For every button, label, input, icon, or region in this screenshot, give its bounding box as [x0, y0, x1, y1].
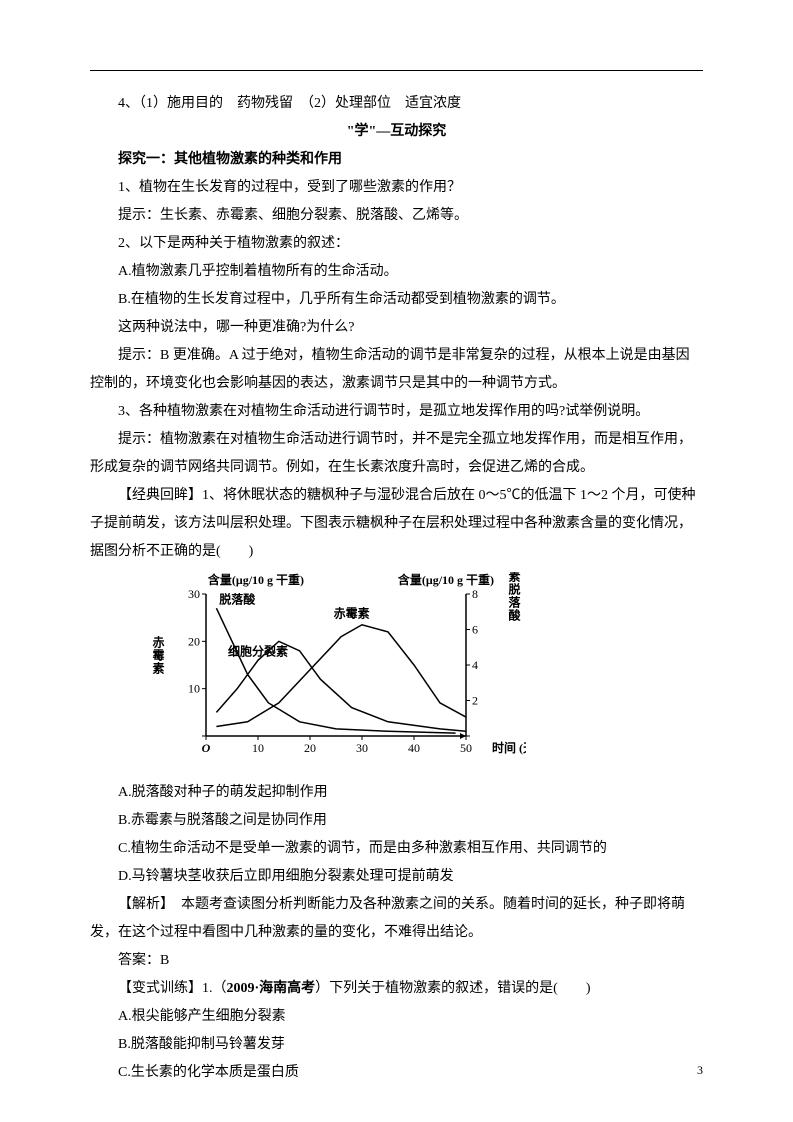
svg-text:20: 20: [304, 741, 316, 755]
svg-text:4: 4: [472, 658, 478, 672]
opt-c: C.植物生命活动不是受单一激素的调节，而是由多种激素相互作用、共同调节的: [90, 835, 703, 863]
svg-text:细胞分裂素脱落酸: 细胞分裂素脱落酸: [507, 572, 521, 622]
a2: 提示：B 更准确。A 过于绝对，植物生命活动的调节是非常复杂的过程，从根本上说是…: [90, 342, 703, 398]
opt2-a: A.根尖能够产生细胞分裂素: [90, 1003, 703, 1031]
q3: 3、各种植物激素在对植物生命活动进行调节时，是孤立地发挥作用的吗?试举例说明。: [90, 398, 703, 426]
svg-text:8: 8: [472, 587, 478, 601]
opt-d: D.马铃薯块茎收获后立即用细胞分裂素处理可提前萌发: [90, 863, 703, 891]
top-divider: [90, 70, 703, 71]
opt2-c: C.生长素的化学本质是蛋白质: [90, 1059, 703, 1087]
svg-text:时间 (天): 时间 (天): [492, 740, 526, 755]
svg-text:10: 10: [188, 682, 200, 696]
q2-ask: 这两种说法中，哪一种更准确?为什么?: [90, 314, 703, 342]
ex2-post: ）下列关于植物激素的叙述，错误的是( ): [315, 981, 590, 996]
q1: 1、植物在生长发育的过程中，受到了哪些激素的作用？: [90, 174, 703, 202]
svg-text:赤霉素: 赤霉素: [151, 635, 165, 675]
topic-1: 探究一：其他植物激素的种类和作用: [90, 146, 703, 174]
opt-b: B.赤霉素与脱落酸之间是协同作用: [90, 807, 703, 835]
svg-text:40: 40: [408, 741, 420, 755]
a3: 提示：植物激素在对植物生命活动进行调节时，并不是完全孤立地发挥作用，而是相互作用…: [90, 426, 703, 482]
chart-container: 含量(μg/10 g 干重) 含量(μg/10 g 干重) 10 20 30 2 4 6 8 O 1…: [146, 572, 703, 773]
answer: 答案：B: [90, 947, 703, 975]
hormone-chart: 含量(μg/10 g 干重) 含量(μg/10 g 干重) 10 20 30 2 4 6 8 O 1…: [146, 572, 526, 762]
example-1: 【经典回眸】1、将休眠状态的糖枫种子与湿砂混合后放在 0～5℃的低温下 1～2 …: [90, 482, 703, 566]
opt2-b: B.脱落酸能抑制马铃薯发芽: [90, 1031, 703, 1059]
svg-text:2: 2: [472, 694, 478, 708]
q2-opt-b: B.在植物的生长发育过程中，几乎所有生命活动都受到植物激素的调节。: [90, 286, 703, 314]
svg-text:30: 30: [188, 587, 200, 601]
svg-text:细胞分裂素: 细胞分裂素: [228, 644, 288, 659]
svg-text:赤霉素: 赤霉素: [334, 606, 370, 621]
svg-text:30: 30: [356, 741, 368, 755]
opt-a: A.脱落酸对种子的萌发起抑制作用: [90, 779, 703, 807]
q2-opt-a: A.植物激素几乎控制着植物所有的生命活动。: [90, 258, 703, 286]
example-2: 【变式训练】1.（2009·海南高考）下列关于植物激素的叙述，错误的是( ): [90, 975, 703, 1003]
svg-text:含量(μg/10 g 干重): 含量(μg/10 g 干重): [398, 572, 494, 587]
ex2-pre: 【变式训练】1.（: [118, 981, 227, 996]
q2: 2、以下是两种关于植物激素的叙述：: [90, 230, 703, 258]
ans-4: 4、（1）施用目的 药物残留 （2）处理部位 适宜浓度: [90, 90, 703, 118]
svg-text:50: 50: [460, 741, 472, 755]
svg-text:含量(μg/10 g 干重): 含量(μg/10 g 干重): [208, 572, 304, 587]
a1: 提示：生长素、赤霉素、细胞分裂素、脱落酸、乙烯等。: [90, 202, 703, 230]
svg-text:10: 10: [252, 741, 264, 755]
analysis: 【解析】 本题考查读图分析判断能力及各种激素之间的关系。随着时间的延长，种子即将…: [90, 891, 703, 947]
svg-text:O: O: [202, 741, 211, 755]
svg-text:6: 6: [472, 623, 478, 637]
svg-text:脱落酸: 脱落酸: [219, 591, 256, 606]
svg-text:20: 20: [188, 634, 200, 648]
page-number: 3: [697, 1058, 703, 1082]
section-heading: "学"—互动探究: [90, 118, 703, 146]
ex2-source: 2009·海南高考: [227, 981, 316, 996]
